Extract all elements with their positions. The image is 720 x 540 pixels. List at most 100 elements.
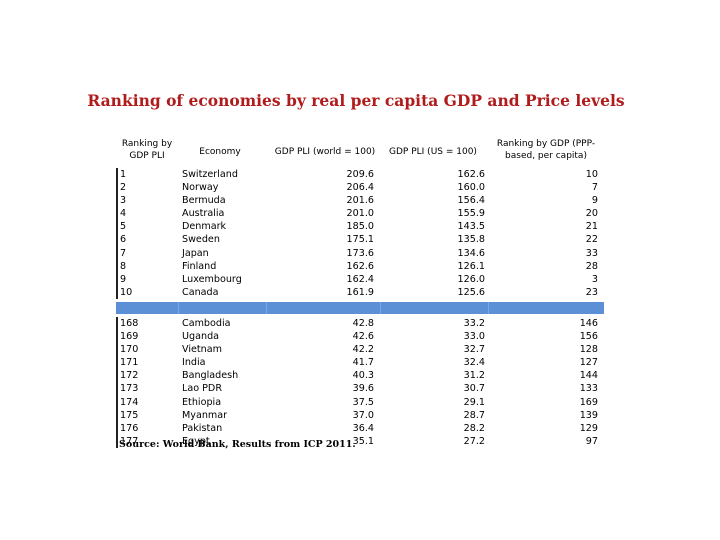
- cell-rank: 5: [120, 221, 127, 233]
- cell-rank: 8: [120, 260, 127, 272]
- header-rank: Ranking by GDP PLI: [121, 139, 173, 161]
- cell-pli-us: 27.2: [463, 435, 485, 447]
- table-row: 173 Lao PDR 39.6 30.7 133: [116, 382, 604, 396]
- cell-rank-ppp: 133: [579, 383, 598, 395]
- table-row: 2 Norway 206.4 160.0 7: [116, 181, 604, 195]
- table-row: 168 Cambodia 42.8 33.2 146: [116, 316, 604, 331]
- cell-pli-world: 173.6: [346, 247, 374, 259]
- cell-pli-world: 41.7: [352, 357, 374, 369]
- top-rows: 1 Switzerland 209.6 162.6 10 2 Norway 206.4 160.…: [116, 168, 604, 299]
- cell-pli-world: 206.4: [346, 182, 374, 194]
- table-row: 169 Uganda 42.6 33.0 156: [116, 330, 604, 344]
- table-row: 170 Vietnam 42.2 32.7 128: [116, 343, 604, 357]
- cell-rank-ppp: 10: [585, 169, 598, 180]
- table-row: 176 Pakistan 36.4 28.2 129: [116, 421, 604, 435]
- header-pli-us: GDP PLI (US = 100): [389, 147, 477, 157]
- table-row: 172 Bangladesh 40.3 31.2 144: [116, 369, 604, 383]
- header-rank-ppp: Ranking by GDP (PPP-based, per capita): [496, 139, 596, 161]
- cell-pli-us: 160.0: [457, 182, 485, 194]
- table-row: 10 Canada 161.9 125.6 23: [116, 285, 604, 299]
- cell-rank: 176: [120, 422, 139, 434]
- cell-economy: Ethiopia: [182, 396, 222, 408]
- cell-rank-ppp: 97: [585, 435, 598, 447]
- cell-economy: Cambodia: [182, 317, 231, 329]
- cell-rank-ppp: 139: [579, 409, 598, 421]
- cell-rank-ppp: 169: [579, 396, 598, 408]
- cell-economy: Bermuda: [182, 195, 226, 207]
- table-row: 5 Denmark 185.0 143.5 21: [116, 220, 604, 234]
- cell-pli-us: 31.2: [463, 370, 485, 382]
- cell-economy: Australia: [182, 208, 225, 220]
- cell-economy: Switzerland: [182, 169, 238, 180]
- cell-economy: Lao PDR: [182, 383, 222, 395]
- cell-rank-ppp: 23: [585, 286, 598, 298]
- header-economy: Economy: [199, 147, 241, 157]
- cell-pli-world: 42.8: [352, 317, 374, 329]
- table-row: 7 Japan 173.6 134.6 33: [116, 246, 604, 260]
- cell-rank-ppp: 22: [585, 234, 598, 246]
- cell-rank-ppp: 129: [579, 422, 598, 434]
- cell-rank: 171: [120, 357, 139, 369]
- table-row: 177 Egypt 35.1 27.2 97: [116, 434, 604, 448]
- cell-rank: 9: [120, 273, 127, 285]
- cell-rank-ppp: 128: [579, 344, 598, 356]
- cell-pli-us: 32.7: [463, 344, 485, 356]
- cell-economy: Sweden: [182, 234, 220, 246]
- cell-pli-world: 39.6: [352, 383, 374, 395]
- cell-economy: Japan: [182, 247, 209, 259]
- cell-economy: India: [182, 357, 206, 369]
- cell-rank-ppp: 146: [579, 317, 598, 329]
- cell-rank-ppp: 21: [585, 221, 598, 233]
- cell-rank-ppp: 7: [591, 182, 598, 194]
- cell-pli-us: 126.0: [457, 273, 485, 285]
- table-row: 171 India 41.7 32.4 127: [116, 356, 604, 370]
- cell-pli-world: 37.5: [352, 396, 374, 408]
- cell-rank: 7: [120, 247, 127, 259]
- cell-rank: 6: [120, 234, 127, 246]
- cell-pli-world: 37.0: [352, 409, 374, 421]
- cell-pli-us: 162.6: [457, 169, 485, 180]
- cell-rank: 3: [120, 195, 127, 207]
- cell-pli-world: 185.0: [346, 221, 374, 233]
- cell-pli-world: 201.6: [346, 195, 374, 207]
- cell-pli-world: 162.4: [346, 273, 374, 285]
- table-row: 9 Luxembourg 162.4 126.0 3: [116, 272, 604, 286]
- cell-pli-us: 28.7: [463, 409, 485, 421]
- cell-pli-world: 175.1: [346, 234, 374, 246]
- header-pli-world: GDP PLI (world = 100): [274, 147, 376, 157]
- table-header: Ranking by GDP PLI Economy GDP PLI (worl…: [116, 138, 604, 168]
- cell-pli-us: 155.9: [457, 208, 485, 220]
- cell-pli-us: 28.2: [463, 422, 485, 434]
- cell-economy: Uganda: [182, 331, 220, 343]
- cell-pli-us: 29.1: [463, 396, 485, 408]
- cell-rank: 175: [120, 409, 139, 421]
- cell-rank: 170: [120, 344, 139, 356]
- table-row: 4 Australia 201.0 155.9 20: [116, 207, 604, 221]
- cell-economy: Luxembourg: [182, 273, 242, 285]
- cell-pli-us: 33.2: [463, 317, 485, 329]
- cell-pli-us: 32.4: [463, 357, 485, 369]
- cell-economy: Vietnam: [182, 344, 222, 356]
- cell-rank-ppp: 156: [579, 331, 598, 343]
- cell-rank: 177: [120, 435, 139, 447]
- cell-pli-us: 156.4: [457, 195, 485, 207]
- cell-rank: 168: [120, 317, 139, 329]
- cell-pli-world: 35.1: [352, 435, 374, 447]
- cell-economy: Norway: [182, 182, 219, 194]
- cell-rank-ppp: 20: [585, 208, 598, 220]
- cell-rank-ppp: 127: [579, 357, 598, 369]
- cell-pli-world: 36.4: [352, 422, 374, 434]
- cell-pli-world: 42.2: [352, 344, 374, 356]
- cell-rank: 172: [120, 370, 139, 382]
- cell-pli-world: 162.6: [346, 260, 374, 272]
- gdp-pli-table: Ranking by GDP PLI Economy GDP PLI (worl…: [116, 138, 604, 448]
- cell-rank: 173: [120, 383, 139, 395]
- cell-economy: Finland: [182, 260, 217, 272]
- cell-pli-world: 161.9: [346, 286, 374, 298]
- cell-economy: Bangladesh: [182, 370, 239, 382]
- cell-rank-ppp: 28: [585, 260, 598, 272]
- cell-rank-ppp: 144: [579, 370, 598, 382]
- cell-rank: 174: [120, 396, 139, 408]
- cell-rank: 4: [120, 208, 127, 220]
- cell-rank: 169: [120, 331, 139, 343]
